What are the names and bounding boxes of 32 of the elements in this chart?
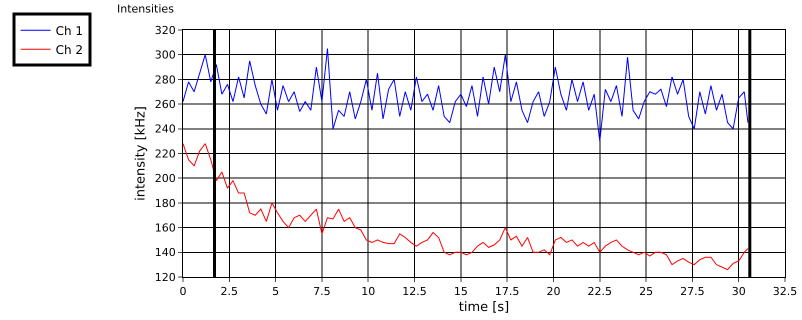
y-tick-label: 220 xyxy=(154,147,176,160)
y-tick-label: 140 xyxy=(154,246,176,260)
x-tick-label: 30 xyxy=(732,285,746,298)
x-tick-label: 5 xyxy=(272,285,280,298)
y-tick-label: 280 xyxy=(154,73,176,86)
y-tick-label: 240 xyxy=(154,122,176,136)
x-axis-title: time [s] xyxy=(458,300,510,315)
line-series xyxy=(183,48,748,142)
x-tick-label: 12.5 xyxy=(402,285,427,298)
x-tick-label: 7.5 xyxy=(313,285,331,298)
y-tick-label: 260 xyxy=(154,98,176,111)
x-tick-label: 15 xyxy=(454,285,468,298)
x-tick-label: 22.5 xyxy=(588,285,612,298)
y-tick-label: 160 xyxy=(154,221,176,234)
x-tick-label: 17.5 xyxy=(494,285,520,298)
line-series xyxy=(183,143,748,270)
y-tick-label: 320 xyxy=(154,24,176,37)
chart-title: Intensities xyxy=(117,2,174,16)
x-tick-label: 32.5 xyxy=(772,285,798,298)
x-tick-label: 0 xyxy=(180,285,186,298)
legend-label: Ch 2 xyxy=(56,42,84,57)
y-tick-label: 120 xyxy=(154,270,176,284)
y-tick-label: 200 xyxy=(154,172,176,186)
legend-label: Ch 1 xyxy=(56,24,84,38)
x-tick-label: 2.5 xyxy=(220,285,238,298)
x-tick-label: 27.5 xyxy=(680,285,705,298)
y-tick-label: 300 xyxy=(154,48,176,62)
x-tick-label: 20 xyxy=(546,285,560,298)
x-tick-label: 25 xyxy=(639,285,654,298)
y-tick-label: 180 xyxy=(154,196,176,210)
x-tick-label: 10 xyxy=(361,285,376,298)
y-axis-title: intensity [kHz] xyxy=(134,106,149,201)
